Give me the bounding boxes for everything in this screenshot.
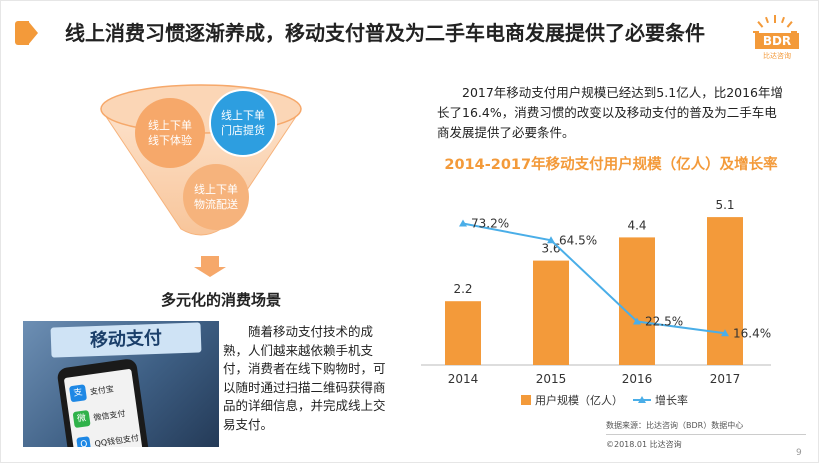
alipay-icon: 支 <box>68 384 88 403</box>
line-point <box>633 317 641 325</box>
logo-text: BDR <box>755 33 799 49</box>
line-point <box>547 236 555 244</box>
app-label: QQ钱包支付 <box>93 432 140 447</box>
app-label: 微信支付 <box>92 408 126 422</box>
x-tick-label: 2016 <box>622 372 653 386</box>
circle-line1: 线上下单 <box>148 119 192 132</box>
bar-value-label: 5.1 <box>715 198 734 212</box>
circle-line2: 线下体验 <box>148 134 192 147</box>
logo-sunburst-icon <box>753 15 797 37</box>
bar-value-label: 4.4 <box>627 218 646 232</box>
photo-banner: 移动支付 <box>50 322 202 358</box>
page-title: 线上消费习惯逐渐养成，移动支付普及为二手车电商发展提供了必要条件 <box>65 21 705 45</box>
x-tick-label: 2017 <box>710 372 741 386</box>
wechat-pay-icon: 微 <box>72 409 91 429</box>
legend-label: 用户规模（亿人） <box>535 393 623 407</box>
down-arrow-icon <box>194 267 226 277</box>
line-value-label: 22.5% <box>645 315 683 329</box>
circle-line1: 线上下单 <box>194 183 238 196</box>
usage-chart: 2.2 2014 3.6 2015 4.4 2016 5.1 2017 73.2% 64.5% 22… <box>421 198 771 407</box>
mobile-payment-photo: 移动支付 支 支付宝 微 微信支付 Q QQ钱包支付 <box>23 321 219 447</box>
funnel-circle-store-pickup: 线上下单 门店提货 <box>209 89 277 157</box>
title-marker-tip <box>28 21 38 45</box>
circle-line2: 物流配送 <box>194 198 238 211</box>
x-tick-label: 2015 <box>536 372 567 386</box>
bdr-logo: BDR 比达咨询 <box>745 13 805 65</box>
line-point <box>721 329 729 337</box>
right-paragraph: 2017年移动支付用户规模已经达到5.1亿人，比2016年增长了16.4%，消费… <box>437 85 784 140</box>
app-row: 支 支付宝 <box>68 375 133 405</box>
left-paragraph: 随着移动支付技术的成熟，人们越来越依赖手机支付，消费者在线下购物时，可以随时通过… <box>223 324 386 432</box>
data-source: 数据来源：比达咨询（BDR）数据中心 <box>606 421 744 430</box>
bar <box>707 217 743 365</box>
funnel-circle-logistics: 线上下单 物流配送 <box>183 164 249 230</box>
divider <box>606 434 806 435</box>
qq-wallet-icon: Q <box>76 436 92 447</box>
line-value-label: 73.2% <box>471 216 509 230</box>
page-number: 9 <box>796 448 802 458</box>
logo-subtitle: 比达咨询 <box>763 52 791 60</box>
app-label: 支付宝 <box>89 383 115 397</box>
funnel-circle-offline-experience: 线上下单 线下体验 <box>135 98 205 168</box>
chart-title: 2014-2017年移动支付用户规模（亿人）及增长率 <box>444 157 778 173</box>
growth-line <box>462 222 726 335</box>
bar-value-label: 2.2 <box>453 282 472 296</box>
legend-marker <box>638 396 646 403</box>
bar <box>445 301 481 365</box>
title-marker <box>15 21 29 45</box>
copyright: ©2018.01 比达咨询 <box>606 440 682 449</box>
bar-value-label: 3.6 <box>541 242 560 256</box>
line-point <box>459 219 467 227</box>
x-tick-label: 2014 <box>448 372 479 386</box>
down-arrow-shaft <box>201 256 219 268</box>
scene-label: 多元化的消费场景 <box>160 291 281 309</box>
legend-label: 增长率 <box>655 393 688 407</box>
line-value-label: 16.4% <box>733 326 771 340</box>
phone-icon: 支 支付宝 微 微信支付 Q QQ钱包支付 <box>56 357 150 447</box>
app-row: 微 微信支付 <box>72 401 136 431</box>
circle-line2: 门店提货 <box>221 124 265 137</box>
legend-swatch-bar <box>521 395 531 405</box>
bar <box>533 260 569 365</box>
bar <box>619 237 655 365</box>
circle-line1: 线上下单 <box>221 109 265 122</box>
line-value-label: 64.5% <box>559 233 597 247</box>
phone-screen: 支 支付宝 微 微信支付 Q QQ钱包支付 <box>63 368 143 447</box>
